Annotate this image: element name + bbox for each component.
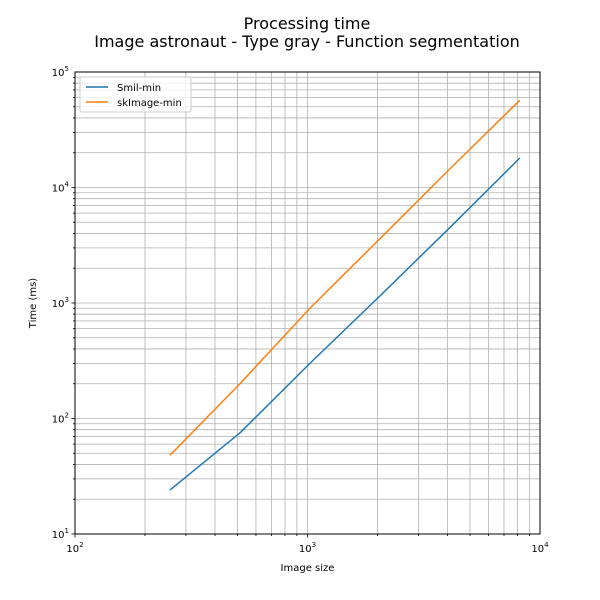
series-lines [169,99,521,491]
x-tick-label: 103 [299,541,316,555]
y-tick-label: 101 [52,527,69,541]
grid [74,72,540,535]
y-tick-label: 103 [52,296,69,310]
legend-label-smil-min: Smil-min [117,83,161,94]
legend: Smil-min skImage-min [79,76,192,113]
legend-label-skimage-min: skImage-min [117,98,182,109]
x-axis-label: Image size [281,563,335,574]
chart-title-line-2: Image astronaut - Type gray - Function s… [94,32,520,51]
y-axis-label: Time (ms) [28,278,39,330]
y-tick-label: 105 [52,65,69,79]
x-tick-label: 104 [531,541,549,555]
y-tick-label: 104 [52,181,70,195]
y-tick-label: 102 [52,412,69,426]
series-line-smil-min [169,157,521,491]
x-tick-label: 102 [66,541,83,555]
chart-title-line-1: Processing time [244,14,371,33]
series-line-skimage-min [169,99,521,456]
legend-box [79,76,192,113]
